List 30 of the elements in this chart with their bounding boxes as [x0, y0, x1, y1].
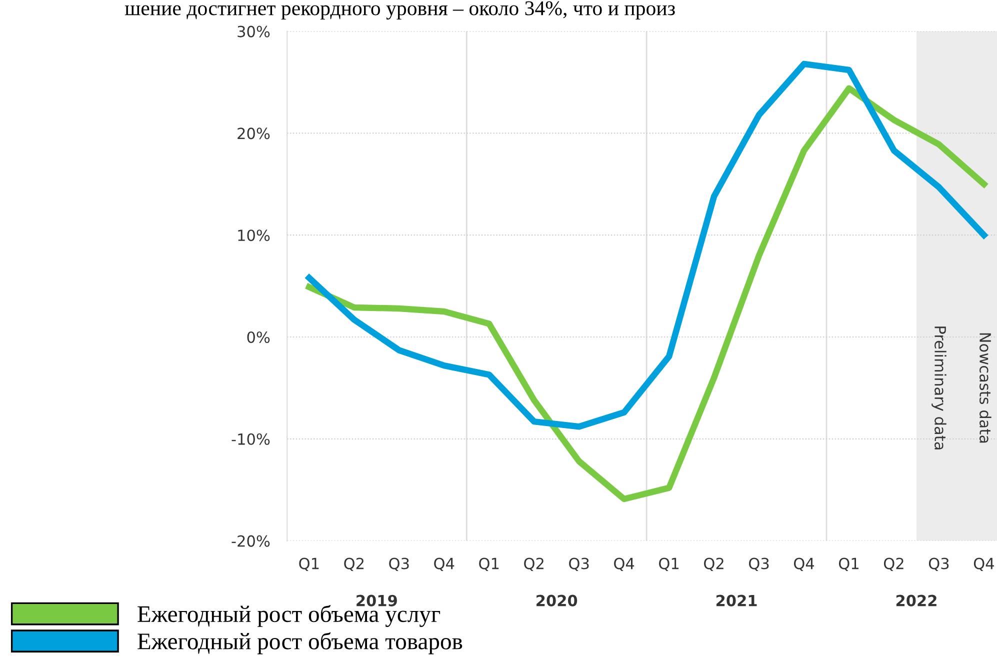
x-tick-label: Q1: [838, 558, 858, 572]
x-tick-label: Q4: [794, 558, 814, 572]
x-tick-label: Q1: [479, 558, 499, 572]
y-tick-label: 20%: [238, 128, 270, 140]
text: 2022: [896, 594, 936, 606]
x-tick-label: Q3: [389, 558, 409, 572]
x-tick-label: Q4: [974, 558, 994, 572]
x-tick-label: Q3: [749, 558, 769, 572]
x-tick-label: Q2: [524, 558, 544, 572]
x-tick-label: Q2: [344, 558, 364, 572]
x-tick-label: Q3: [569, 558, 589, 572]
text: 2019: [356, 594, 397, 606]
x-tick-label: Q4: [614, 558, 634, 572]
annotation: Nowcasts data: [980, 333, 992, 443]
legend-label: Ежегодный рост объема товаров: [138, 632, 462, 654]
x-tick-label: Q1: [659, 558, 679, 572]
x-tick-label: Q3: [928, 558, 949, 572]
text: 2021: [716, 594, 757, 606]
y-tick-label: 0%: [247, 331, 270, 344]
annotation: Preliminary data: [932, 326, 946, 450]
x-tick-label: Q2: [884, 558, 904, 572]
text: шение достигнет рекордного уровня – около 34%, что и произ: [124, 1, 675, 20]
x-tick-label: Q1: [299, 558, 319, 572]
y-tick-label: 30%: [238, 26, 270, 38]
x-tick-label: Q4: [434, 558, 454, 572]
y-tick-label: -20%: [232, 535, 270, 547]
x-tick-label: Q2: [704, 558, 724, 572]
y-tick-label: -10%: [232, 433, 270, 445]
y-tick-label: 10%: [238, 230, 270, 242]
text: 2020: [536, 594, 578, 606]
